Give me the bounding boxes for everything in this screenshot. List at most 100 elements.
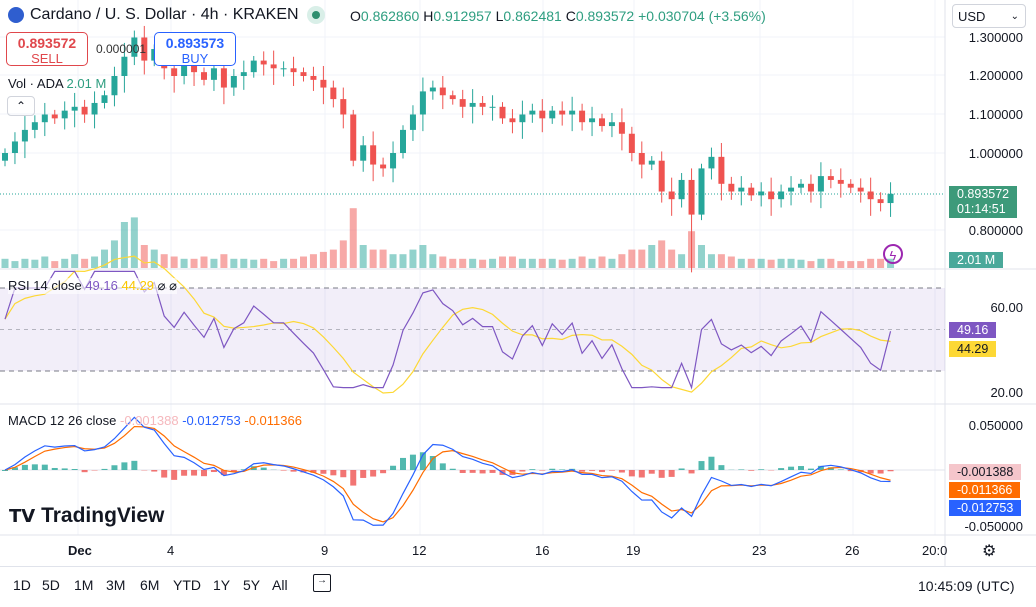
macd-histogram-bar [699,461,705,470]
rsi-ma-tag: 44.29 [949,341,996,357]
macd-histogram-bar [689,470,695,473]
volume-bar [658,240,665,268]
clock[interactable]: 10:45:09 (UTC) [918,578,1014,594]
market-status-icon[interactable] [307,6,325,24]
volume-bar [569,259,576,268]
macd-histogram-bar [738,469,744,470]
macd-histogram-bar [649,470,655,474]
x-tick: Dec [68,543,92,558]
macd-histogram-bar [291,470,297,472]
settings-gear-icon[interactable]: ⚙ [982,541,996,561]
candle-body [470,103,476,107]
candle-body [539,111,545,119]
macd-histogram-bar [181,470,187,476]
timeframe-3m[interactable]: 3M [106,577,125,593]
volume-bar [439,257,446,269]
timeframe-1y[interactable]: 1Y [213,577,230,593]
candle-body [430,88,436,92]
price-tick: 1.000000 [969,146,1023,161]
volume-bar [280,259,287,268]
volume-bar [320,252,327,268]
candle-body [261,61,267,65]
macd-histogram-bar [360,470,366,478]
candle-body [460,99,466,107]
volume-bar [867,259,874,268]
candle-body [828,176,834,180]
candle-body [480,103,486,107]
macd-histogram-bar [121,462,127,470]
macd-histogram-bar [370,470,376,477]
candle-body [12,141,18,153]
volume-bar [330,250,337,268]
candle-body [320,80,326,88]
symbol-header[interactable]: Cardano / U. S. Dollar · 4h · KRAKEN [8,6,325,24]
volume-bar [31,260,38,268]
timeframe-5y[interactable]: 5Y [243,577,260,593]
volume-bar [608,259,615,268]
date-range-icon[interactable]: → [313,574,331,592]
macd-histogram-bar [599,470,605,472]
volume-bar [618,254,625,268]
macd-histogram-bar [798,466,804,470]
volume-bar [429,254,436,268]
candle-body [529,111,535,115]
currency-select[interactable]: USD⌄ [952,4,1026,28]
candle-body [310,76,316,80]
x-tick: 19 [626,543,640,558]
spread-value: 0.000001 [96,42,146,56]
volume-bar [300,257,307,269]
candle-body [102,95,108,103]
volume-bar [340,240,347,268]
candle-body [271,64,277,68]
candle-body [370,145,376,164]
macd-histogram-bar [460,470,466,473]
tradingview-logo[interactable]: 𝗧𝗩 TradingView [9,504,164,528]
price-tick: 1.300000 [969,30,1023,45]
candle-body [639,153,645,165]
volume-bar [678,254,685,268]
macd-histogram-bar [22,465,28,470]
candle-body [410,115,416,130]
candle-body [92,103,98,115]
volume-bar [579,257,586,269]
macd-histogram-bar [191,470,197,476]
volume-bar [270,261,277,268]
timeframe-6m[interactable]: 6M [140,577,159,593]
volume-bar [370,250,377,268]
volume-bar [847,261,854,268]
volume-bar [738,259,745,268]
candle-body [490,107,496,108]
collapse-legend-button[interactable]: ⌃ [7,96,35,116]
volume-bar [718,254,725,268]
macd-legend: MACD 12 26 close -0.001388 -0.012753 -0.… [8,413,302,428]
volume-bar [390,254,397,268]
candle-body [758,192,764,196]
macd-histogram-bar [778,468,784,470]
candle-body [330,88,336,100]
candle-body [669,192,675,200]
lightning-alert-icon[interactable]: ϟ [883,244,903,264]
candle-body [728,184,734,192]
timeframe-all[interactable]: All [272,577,288,593]
macd-histogram-bar [380,470,386,473]
volume-bar [11,261,18,268]
candle-body [82,107,88,115]
candle-body [301,72,307,76]
macd-histogram-bar [470,470,476,473]
timeframe-5d[interactable]: 5D [42,577,60,593]
candle-body [629,134,635,153]
timeframe-ytd[interactable]: YTD [173,577,201,593]
volume-bar [728,257,735,269]
volume-bar [827,259,834,268]
timeframe-1d[interactable]: 1D [13,577,31,593]
candle-body [699,168,705,214]
macd-histogram-bar [440,463,446,470]
candle-body [838,180,844,184]
timeframe-1m[interactable]: 1M [74,577,93,593]
x-tick: 16 [535,543,549,558]
macd-histogram-bar [281,470,287,471]
volume-bar [459,259,466,268]
volume-bar [449,259,456,268]
